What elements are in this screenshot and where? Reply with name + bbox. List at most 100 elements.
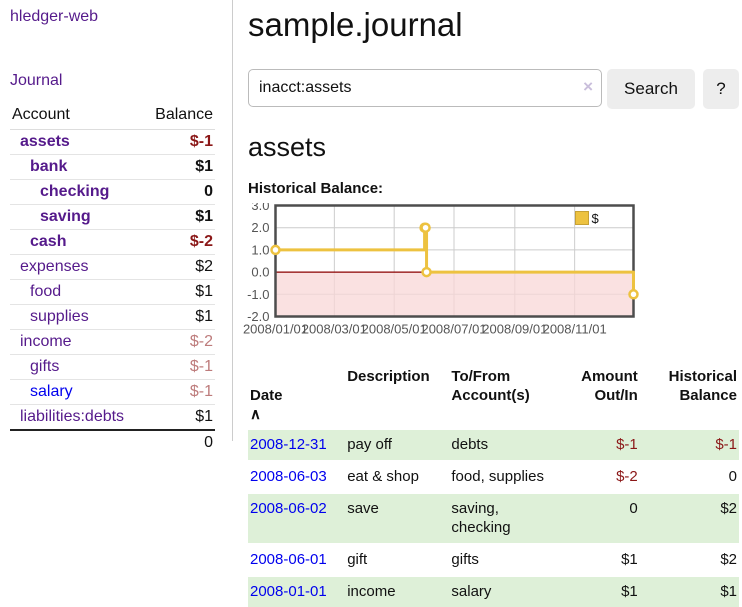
transaction-balance: 0	[639, 460, 739, 492]
transaction-date: 2008-01-01	[248, 575, 346, 607]
transaction-amount: $-1	[549, 428, 640, 460]
account-link[interactable]: saving	[40, 208, 91, 225]
search-button[interactable]: Search	[607, 69, 695, 109]
transaction-date-link[interactable]: 2008-06-02	[250, 500, 327, 517]
sort-ascending-icon[interactable]: ∧	[250, 406, 261, 423]
register-header-amount: Amount Out/In	[581, 368, 638, 404]
svg-text:2008/07/01: 2008/07/01	[421, 322, 486, 337]
account-link[interactable]: salary	[30, 383, 73, 400]
transaction-date-link[interactable]: 2008-06-03	[250, 468, 327, 485]
account-row: liabilities:debts $1	[10, 404, 215, 430]
account-link[interactable]: assets	[20, 133, 70, 150]
transaction-accounts: gifts	[449, 543, 550, 575]
transaction-amount: $1	[549, 575, 640, 607]
transaction-date-link[interactable]: 2008-01-01	[250, 583, 327, 600]
account-balance: $-1	[143, 354, 215, 380]
account-link[interactable]: food	[30, 283, 62, 300]
transaction-balance: $2	[639, 543, 739, 575]
transaction-date: 2008-06-01	[248, 543, 346, 575]
transaction-description: gift	[345, 543, 450, 575]
account-link[interactable]: bank	[30, 158, 68, 175]
account-balance: $-1	[143, 379, 215, 405]
transaction-accounts: food, supplies	[449, 460, 550, 492]
account-link[interactable]: checking	[40, 183, 110, 200]
transaction-amount: $1	[549, 543, 640, 575]
register-header-description: Description	[347, 368, 430, 385]
account-row: saving $1	[10, 204, 215, 230]
account-row: expenses $2	[10, 254, 215, 280]
register-header-balance: Historical Balance	[668, 368, 737, 404]
accounts-total-value: 0	[143, 429, 215, 455]
account-row: cash $-2	[10, 229, 215, 255]
search-input[interactable]	[248, 69, 603, 107]
account-row: salary $-1	[10, 379, 215, 405]
help-button[interactable]: ?	[702, 69, 739, 109]
accounts-header-balance: Balance	[143, 103, 215, 130]
account-balance: $-2	[143, 329, 215, 355]
account-balance: $1	[143, 154, 215, 180]
transaction-description: pay off	[345, 428, 450, 460]
transaction-balance: $-1	[639, 428, 739, 460]
svg-text:1.0: 1.0	[251, 242, 269, 257]
svg-text:3.0: 3.0	[251, 203, 269, 213]
register-header-accounts: To/From Account(s)	[451, 368, 530, 404]
account-link[interactable]: cash	[30, 233, 67, 250]
svg-text:2008/11/01: 2008/11/01	[543, 322, 607, 337]
transaction-description: save	[345, 492, 450, 543]
register-row: 2008-12-31 pay off debts $-1 $-1	[248, 428, 739, 460]
account-balance: $1	[143, 204, 215, 230]
account-balance: $2	[143, 254, 215, 280]
transaction-accounts: debts	[449, 428, 550, 460]
svg-text:2008/09/01: 2008/09/01	[482, 322, 547, 337]
account-link[interactable]: gifts	[30, 358, 60, 375]
account-heading: assets	[248, 132, 327, 162]
account-row: checking 0	[10, 179, 215, 205]
accounts-total-spacer	[10, 429, 144, 455]
register-header-row: Date ∧ Description To/From Account(s) Am…	[248, 363, 739, 428]
account-link[interactable]: liabilities:debts	[20, 408, 125, 425]
svg-text:0.0: 0.0	[251, 265, 269, 280]
accounts-total-row: 0	[10, 429, 215, 455]
brand-link[interactable]: hledger-web	[10, 8, 99, 25]
transaction-amount: 0	[549, 492, 640, 543]
svg-text:2.0: 2.0	[251, 220, 269, 235]
svg-text:-1.0: -1.0	[247, 287, 269, 302]
transaction-date: 2008-06-02	[248, 492, 346, 543]
transaction-balance: $2	[639, 492, 739, 543]
account-row: supplies $1	[10, 304, 215, 330]
account-link[interactable]: income	[20, 333, 72, 350]
register-row: 2008-01-01 income salary $1 $1	[248, 575, 739, 607]
historical-balance-chart: $3.0 2.0 1.0 0.0 -1.0 -2.0 2008/01/01 2008/03/0…	[241, 198, 739, 349]
svg-text:$: $	[592, 211, 600, 226]
search-form: × Search ?	[248, 69, 739, 109]
transaction-description: eat & shop	[345, 460, 450, 492]
account-balance: $1	[143, 279, 215, 305]
account-row: bank $1	[10, 154, 215, 180]
chart-section-label: Historical Balance:	[248, 180, 384, 197]
account-row: assets $-1	[10, 130, 215, 155]
account-link[interactable]: expenses	[20, 258, 89, 275]
svg-text:2008/01/01: 2008/01/01	[243, 322, 308, 337]
transaction-accounts: salary	[449, 575, 550, 607]
account-row: gifts $-1	[10, 354, 215, 380]
accounts-table: Account Balance assets $-1 bank $1 checking 0…	[10, 103, 215, 455]
register-table: Date ∧ Description To/From Account(s) Am…	[248, 363, 739, 607]
transaction-date-link[interactable]: 2008-06-01	[250, 551, 327, 568]
account-balance: $-1	[189, 133, 213, 150]
svg-text:2008/03/01: 2008/03/01	[302, 322, 367, 337]
transaction-date-link[interactable]: 2008-12-31	[250, 436, 327, 453]
accounts-header-row: Account Balance	[10, 103, 215, 130]
register-row: 2008-06-03 eat & shop food, supplies $-2 0	[248, 460, 739, 492]
clear-search-icon[interactable]: ×	[583, 77, 594, 96]
account-row: food $1	[10, 279, 215, 305]
main-content: sample.journal × Search ? assets Histori…	[243, 0, 739, 607]
svg-text:-2.0: -2.0	[247, 309, 269, 324]
register-header-date[interactable]: Date ∧	[250, 387, 283, 423]
sidebar-item-journal[interactable]: Journal	[10, 72, 63, 89]
account-link[interactable]: supplies	[30, 308, 89, 325]
account-balance: $1	[143, 304, 215, 330]
transaction-date: 2008-12-31	[248, 428, 346, 460]
register-row: 2008-06-01 gift gifts $1 $2	[248, 543, 739, 575]
sidebar: hledger-web Journal Account Balance asse…	[0, 0, 233, 455]
